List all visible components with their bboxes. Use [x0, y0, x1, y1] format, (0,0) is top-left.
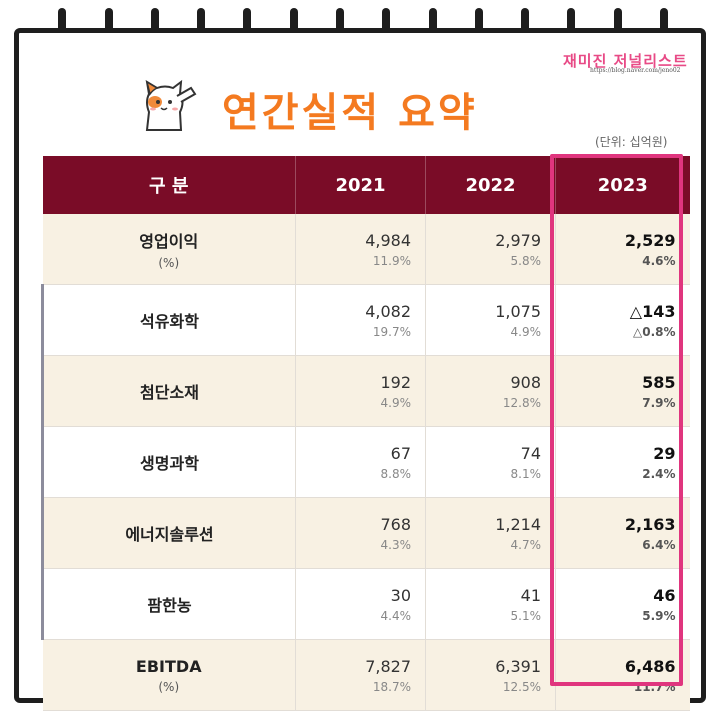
- cell-percent: 4.9%: [510, 324, 542, 339]
- row-label-cell: 석유화학: [41, 284, 296, 356]
- cell-percent: 5.1%: [510, 608, 542, 623]
- cell-value: 6,486: [624, 656, 676, 676]
- value-cell: 908 12.8%: [425, 355, 556, 427]
- value-cell: 585 7.9%: [555, 355, 690, 427]
- cell-percent: 4.7%: [510, 537, 542, 552]
- cell-value: 4,082: [365, 301, 411, 321]
- cell-value: 908: [510, 372, 541, 392]
- cell-percent: 6.4%: [642, 537, 676, 552]
- value-cell: 6,486 11.7%: [555, 639, 690, 711]
- cell-percent: 8.8%: [380, 466, 412, 481]
- table-row: 석유화학 4,082 19.7% 1,075 4.9% △143 △0.8%: [41, 284, 690, 356]
- row-label-cell: 생명과학: [41, 426, 296, 498]
- value-cell: 192 4.9%: [295, 355, 426, 427]
- cell-value: 41: [520, 585, 541, 605]
- row-label: 첨단소재: [140, 383, 199, 402]
- cat-saluting-icon: [133, 72, 199, 140]
- table-row: 첨단소재 192 4.9% 908 12.8% 585 7.9%: [41, 355, 690, 427]
- row-label: 팜한농: [147, 596, 192, 615]
- cell-percent: 5.9%: [642, 608, 676, 623]
- table-row: EBITDA (%) 7,827 18.7% 6,391 12.5% 6,486 11.7%: [42, 639, 690, 711]
- cell-value: 2,529: [624, 230, 676, 250]
- value-cell: 41 5.1%: [425, 568, 556, 640]
- cell-percent: 4.6%: [642, 253, 676, 268]
- value-cell: 1,075 4.9%: [425, 284, 556, 356]
- cell-percent: 8.1%: [510, 466, 542, 481]
- watermark-url: https://blog.naver.com/jeno02: [590, 67, 681, 74]
- column-header: 구 분: [42, 156, 296, 214]
- row-label: 에너지솔루션: [125, 525, 214, 544]
- table-row: 영업이익 (%) 4,984 11.9% 2,979 5.8% 2,529 4.6%: [42, 214, 690, 285]
- row-sublabel: (%): [158, 679, 180, 694]
- table-row: 팜한농 30 4.4% 41 5.1% 46 5.9%: [41, 568, 690, 640]
- cell-percent: 4.9%: [380, 395, 412, 410]
- cell-percent: 11.9%: [372, 253, 411, 268]
- cell-value: △143: [629, 301, 676, 321]
- cell-value: 4,984: [365, 230, 411, 250]
- watermark: 재미진 저널리스트: [563, 52, 688, 70]
- cell-value: 2,979: [495, 230, 541, 250]
- value-cell: 67 8.8%: [295, 426, 426, 498]
- value-cell: 768 4.3%: [295, 497, 426, 569]
- cell-value: 2,163: [624, 514, 676, 534]
- cell-value: 1,075: [495, 301, 541, 321]
- cell-percent: 4.4%: [380, 608, 412, 623]
- value-cell: 29 2.4%: [555, 426, 690, 498]
- column-header: 2021: [295, 156, 426, 214]
- row-label: 석유화학: [140, 312, 199, 331]
- cell-percent: 18.7%: [372, 679, 411, 694]
- row-sublabel: (%): [158, 256, 180, 270]
- row-label: EBITDA: [135, 656, 202, 676]
- cell-percent: 12.8%: [502, 395, 541, 410]
- cell-value: 46: [653, 585, 676, 605]
- table-header-row: 구 분 2021 2022 2023: [42, 156, 690, 214]
- cell-percent: 11.7%: [633, 679, 676, 694]
- value-cell: 2,979 5.8%: [425, 214, 556, 285]
- results-table: 구 분 2021 2022 2023 영업이익 (%) 4,984 11.9% 2,97…: [41, 156, 690, 711]
- value-cell: 2,163 6.4%: [555, 497, 690, 569]
- value-cell: 46 5.9%: [555, 568, 690, 640]
- cell-percent: △0.8%: [632, 324, 676, 339]
- value-cell: 74 8.1%: [425, 426, 556, 498]
- cell-percent: 19.7%: [372, 324, 411, 339]
- cell-percent: 12.5%: [502, 679, 541, 694]
- cell-value: 585: [642, 372, 676, 392]
- cell-percent: 5.8%: [510, 253, 542, 268]
- row-label: 생명과학: [140, 454, 199, 473]
- value-cell: △143 △0.8%: [555, 284, 690, 356]
- column-header: 2022: [425, 156, 556, 214]
- cell-value: 192: [380, 372, 411, 392]
- cell-value: 29: [653, 443, 676, 463]
- column-header: 2023: [555, 156, 690, 214]
- row-label-cell: 팜한농: [41, 568, 296, 640]
- row-label-cell: 영업이익 (%): [42, 214, 296, 285]
- cell-value: 6,391: [495, 656, 541, 676]
- cell-percent: 4.3%: [380, 537, 412, 552]
- table-row: 생명과학 67 8.8% 74 8.1% 29 2.4%: [41, 426, 690, 498]
- value-cell: 1,214 4.7%: [425, 497, 556, 569]
- value-cell: 30 4.4%: [295, 568, 426, 640]
- value-cell: 4,082 19.7%: [295, 284, 426, 356]
- cell-percent: 7.9%: [642, 395, 676, 410]
- value-cell: 4,984 11.9%: [295, 214, 426, 285]
- table-row: 에너지솔루션 768 4.3% 1,214 4.7% 2,163 6.4%: [41, 497, 690, 569]
- value-cell: 2,529 4.6%: [555, 214, 690, 285]
- cell-value: 768: [380, 514, 411, 534]
- unit-label: (단위: 십억원): [595, 135, 668, 149]
- value-cell: 6,391 12.5%: [425, 639, 556, 711]
- row-label-cell: 에너지솔루션: [41, 497, 296, 569]
- row-label-cell: EBITDA (%): [42, 639, 296, 711]
- cell-value: 67: [390, 443, 411, 463]
- value-cell: 7,827 18.7%: [295, 639, 426, 711]
- cell-value: 30: [390, 585, 411, 605]
- cell-value: 1,214: [495, 514, 541, 534]
- cell-value: 7,827: [365, 656, 411, 676]
- page-title: 연간실적 요약: [222, 90, 478, 136]
- cell-value: 74: [520, 443, 541, 463]
- row-label-cell: 첨단소재: [41, 355, 296, 427]
- cell-percent: 2.4%: [642, 466, 676, 481]
- row-label: 영업이익: [139, 232, 199, 251]
